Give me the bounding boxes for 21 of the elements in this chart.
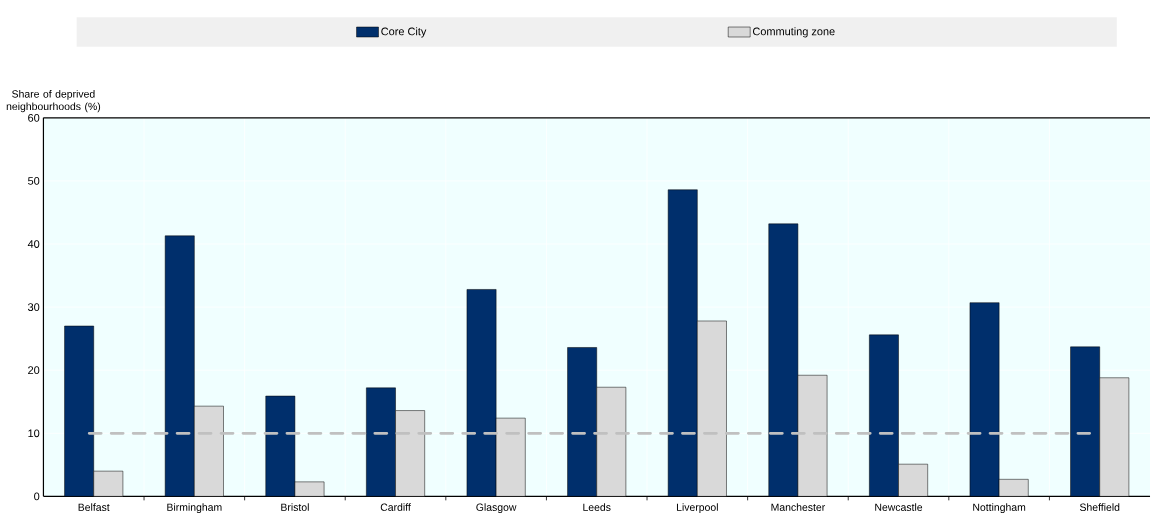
y-tick-label: 40 [27,240,40,248]
x-tick-label: Belfast [78,503,110,511]
x-tick-label: Liverpool [676,503,718,513]
x-tick-label: Sheffield [1079,503,1120,511]
x-tick-label: Birmingham [167,503,222,513]
x-tick-label: Manchester [771,503,826,511]
y-tick-label: 0 [34,492,40,501]
legend-label: Commuting zone [752,27,835,38]
x-tick-label: Cardiff [380,503,411,511]
legend-label: Core City [381,27,427,38]
x-tick-label: Leeds [583,503,611,511]
y-tick-label: 30 [28,303,40,311]
y-tick-label: 20 [28,366,40,374]
y-axis-title: Share of deprived neighbourhoods (%) [6,89,101,113]
x-tick-label: Glasgow [476,503,517,513]
y-tick-label: 60 [28,113,40,122]
x-tick-label: Nottingham [973,503,1026,513]
x-tick-label: Bristol [281,503,309,511]
y-tick-label: 50 [28,176,40,185]
y-tick-label: 10 [28,429,40,437]
x-tick-label: Newcastle [875,503,923,511]
